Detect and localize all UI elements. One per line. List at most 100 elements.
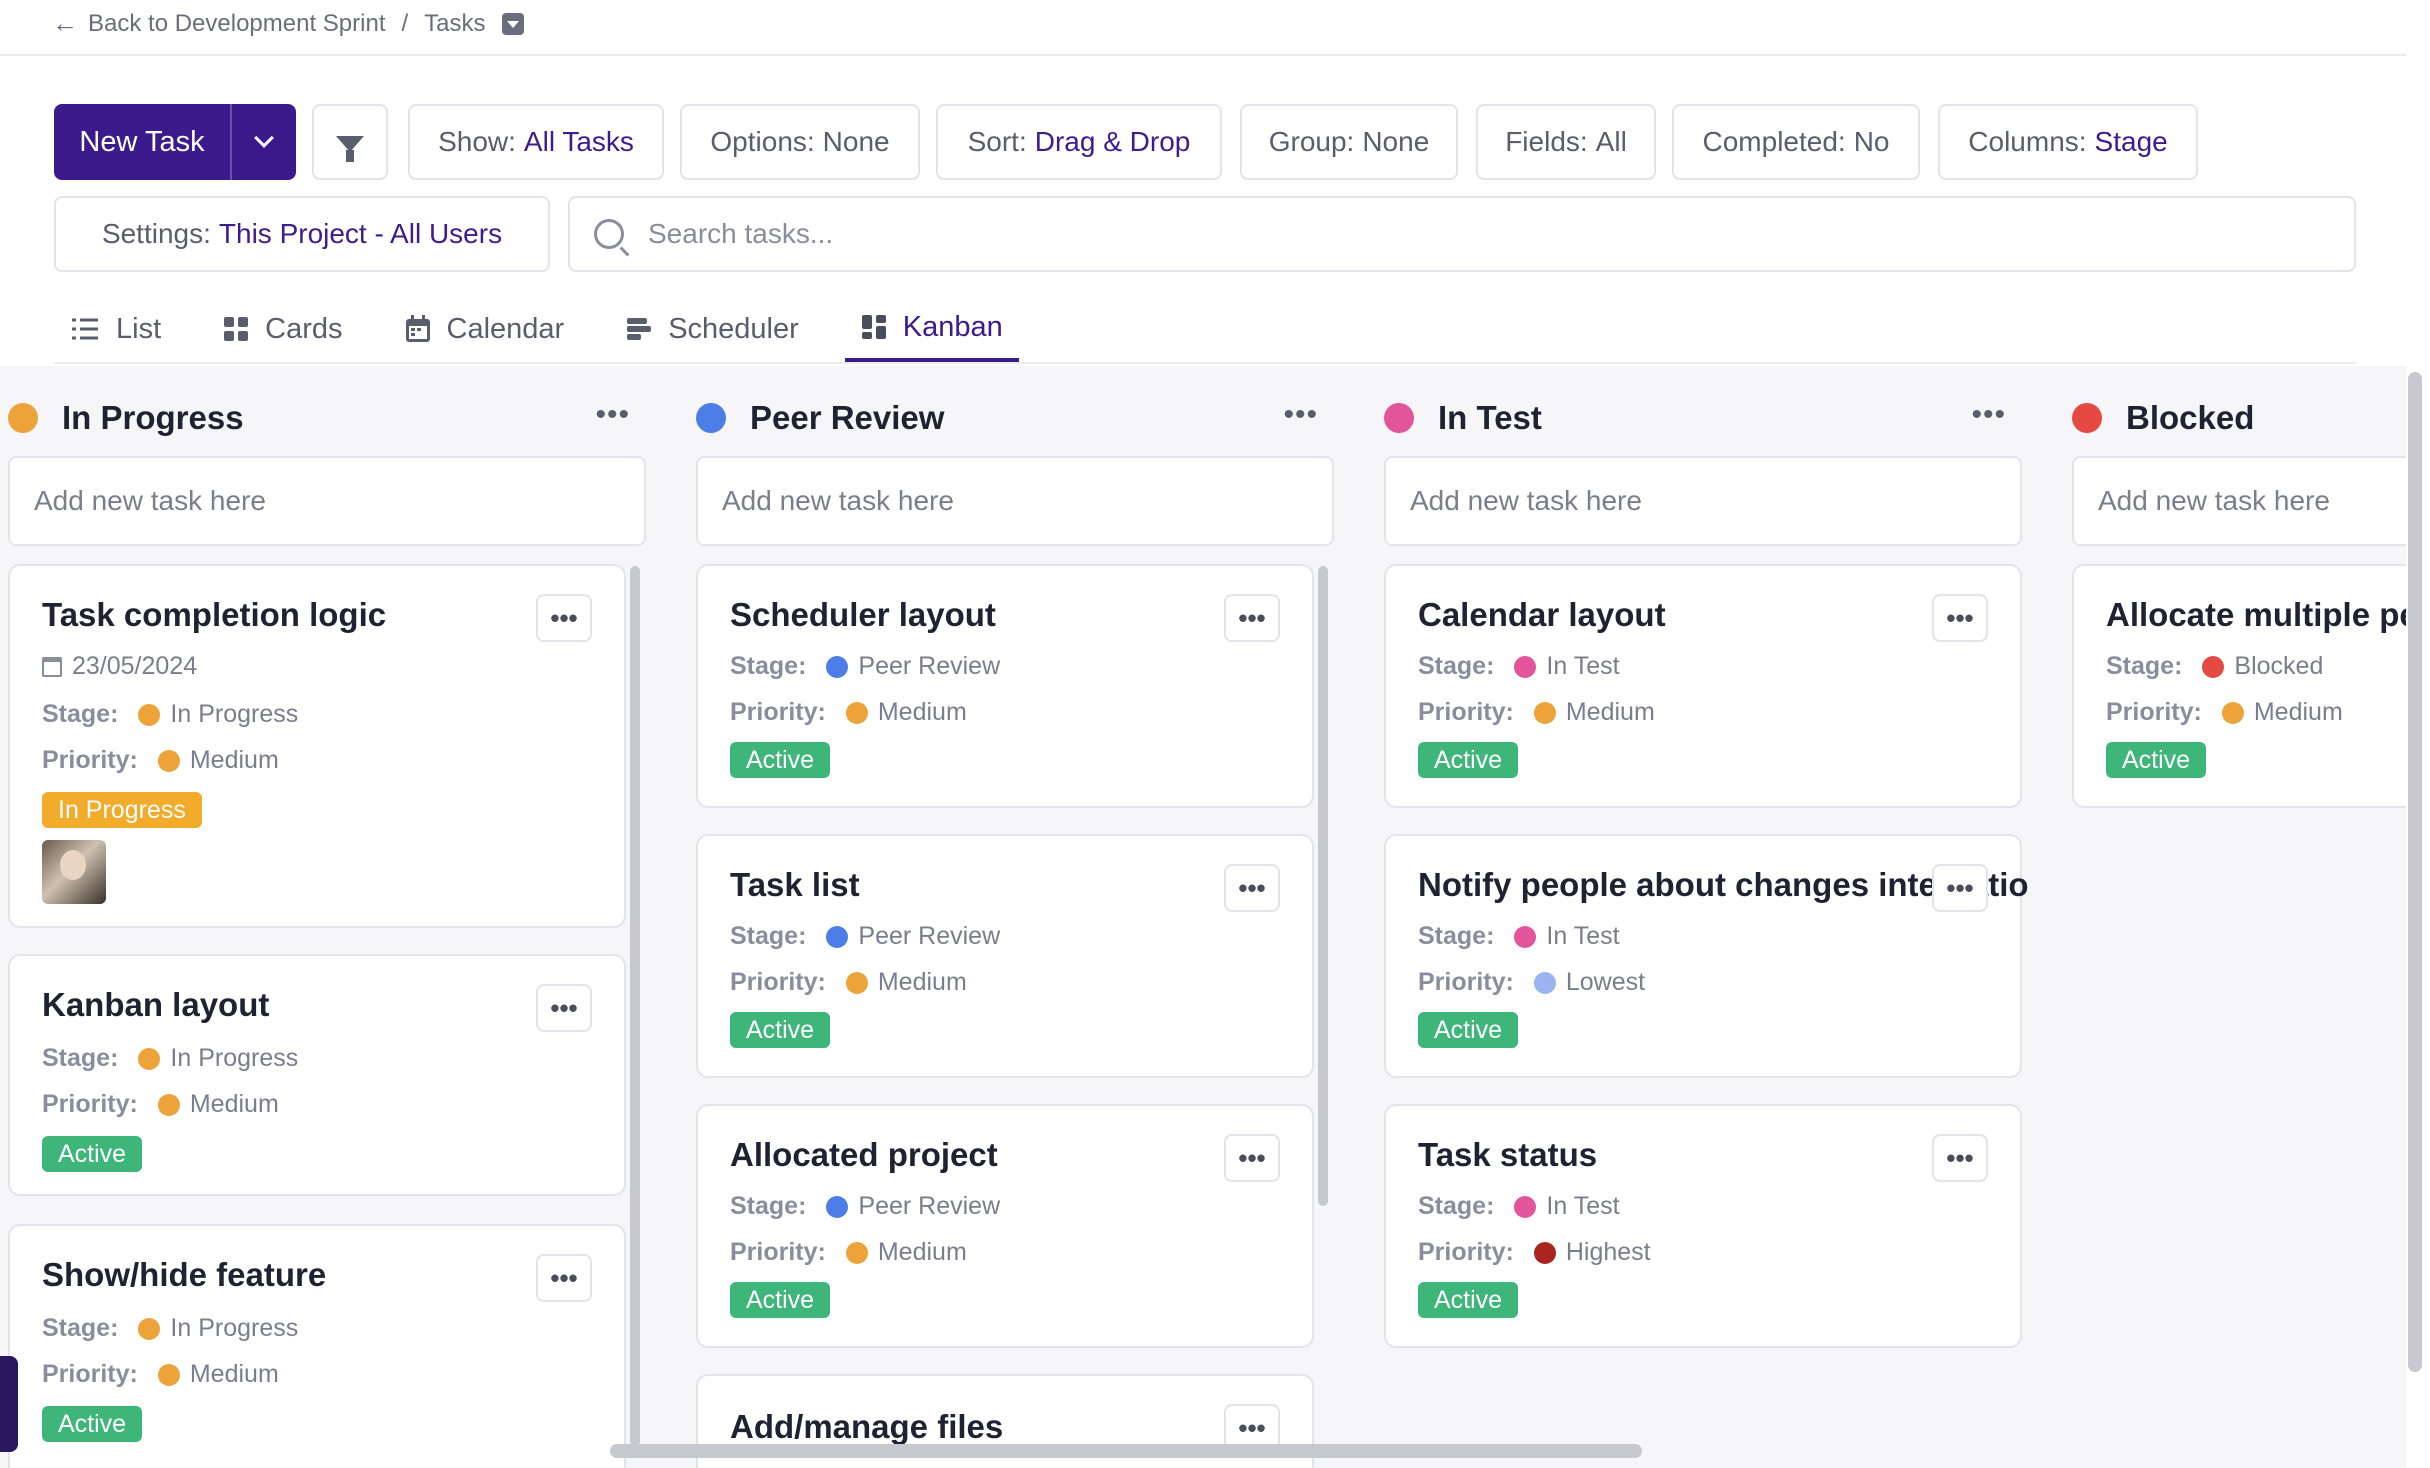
dropdown-toggle-icon[interactable] xyxy=(501,12,524,35)
priority-label: Priority: xyxy=(1418,968,1514,996)
tab-kanban[interactable]: Kanban xyxy=(844,296,1019,362)
stage-dot-icon xyxy=(138,1317,161,1340)
show-button[interactable]: Show: All Tasks xyxy=(408,104,664,180)
search-input[interactable] xyxy=(648,218,2248,250)
task-title[interactable]: Task completion logic xyxy=(42,596,387,633)
stage-row: Stage: In Progress xyxy=(42,1044,298,1073)
stage-dot-icon xyxy=(826,925,849,948)
task-title[interactable]: Task status xyxy=(1418,1136,1598,1173)
columns-button[interactable]: Columns: Stage xyxy=(1938,104,2198,180)
task-title[interactable]: Allocated project xyxy=(730,1136,998,1173)
column-scrollbar[interactable] xyxy=(1318,566,1328,1206)
status-badge: In Progress xyxy=(42,792,202,828)
stage-row: Stage: In Progress xyxy=(42,1314,298,1343)
column-more-icon[interactable]: ••• xyxy=(595,398,630,431)
add-task-input[interactable]: Add new task here xyxy=(696,456,1334,546)
card-menu-button[interactable]: ••• xyxy=(536,984,592,1032)
card-menu-button[interactable]: ••• xyxy=(1224,594,1280,642)
column-scrollbar[interactable] xyxy=(630,566,640,1446)
back-link[interactable]: Back to Development Sprint xyxy=(88,9,386,37)
card-menu-button[interactable]: ••• xyxy=(1932,864,1988,912)
card-menu-button[interactable]: ••• xyxy=(1932,1134,1988,1182)
status-badge: Active xyxy=(42,1406,143,1442)
tab-list[interactable]: List xyxy=(54,296,177,362)
task-title[interactable]: Calendar layout xyxy=(1418,596,1666,633)
back-arrow-icon[interactable]: ← xyxy=(52,8,78,38)
sort-button[interactable]: Sort: Drag & Drop xyxy=(936,104,1222,180)
task-card[interactable]: Kanban layout ••• Stage: In Progress Prio… xyxy=(8,954,626,1196)
priority-row: Priority: Medium xyxy=(1418,698,1655,727)
options-button[interactable]: Options: None xyxy=(680,104,920,180)
task-card[interactable]: Show/hide feature ••• Stage: In Progress … xyxy=(8,1224,626,1468)
page-scrollbar[interactable] xyxy=(2408,372,2422,1372)
settings-button[interactable]: Settings: This Project - All Users xyxy=(54,196,550,272)
status-badge: Active xyxy=(1418,742,1519,778)
priority-row: Priority: Medium xyxy=(42,746,279,775)
tab-calendar[interactable]: Calendar xyxy=(389,296,581,362)
column-title: In Test xyxy=(1438,399,1542,436)
collapse-panel-button[interactable] xyxy=(0,1356,18,1452)
list-icon xyxy=(70,316,100,342)
card-menu-button[interactable]: ••• xyxy=(536,594,592,642)
tab-scheduler[interactable]: Scheduler xyxy=(610,296,815,362)
new-task-split-button: New Task xyxy=(54,104,296,180)
column-more-icon[interactable]: ••• xyxy=(1283,398,1318,431)
task-card[interactable]: Notify people about changes integratio •… xyxy=(1384,834,2029,1078)
card-menu-button[interactable]: ••• xyxy=(536,1254,592,1302)
board-horizontal-scrollbar[interactable] xyxy=(610,1444,1642,1458)
card-menu-button[interactable]: ••• xyxy=(1932,594,1988,642)
stage-dot-icon xyxy=(1514,925,1537,948)
top-bar: ← Back to Development Sprint / Tasks xyxy=(0,0,2430,56)
status-badge: Active xyxy=(730,1012,831,1048)
avatar[interactable] xyxy=(42,840,106,904)
tab-cards[interactable]: Cards xyxy=(207,296,358,362)
group-button[interactable]: Group: None xyxy=(1240,104,1458,180)
new-task-button[interactable]: New Task xyxy=(54,104,232,180)
priority-dot-icon xyxy=(1533,1241,1556,1264)
task-title[interactable]: Add/manage files xyxy=(730,1408,1004,1445)
task-card[interactable]: Allocate multiple pe Stage: Blocked Prior… xyxy=(2072,564,2412,808)
task-title[interactable]: Allocate multiple pe xyxy=(2106,596,2412,633)
priority-dot-icon xyxy=(2221,701,2244,724)
task-title[interactable]: Show/hide feature xyxy=(42,1256,327,1293)
page-scroll-track xyxy=(2406,0,2430,1468)
task-title[interactable]: Notify people about changes integratio xyxy=(1418,866,2029,903)
stage-value: Blocked xyxy=(2234,652,2324,680)
task-card[interactable]: Allocated project ••• Stage: Peer Review … xyxy=(696,1104,1314,1348)
new-task-dropdown-button[interactable] xyxy=(232,104,296,180)
status-badge: Active xyxy=(1418,1282,1519,1318)
priority-row: Priority: Medium xyxy=(2106,698,2343,727)
add-task-input[interactable]: Add new task here xyxy=(2072,456,2412,546)
stage-label: Stage: xyxy=(1418,652,1495,680)
completed-value: No xyxy=(1853,126,1890,157)
task-card[interactable]: Calendar layout ••• Stage: In Test Priori… xyxy=(1384,564,2022,808)
task-card[interactable]: Task status ••• Stage: In Test Priority: H… xyxy=(1384,1104,2022,1348)
task-title[interactable]: Kanban layout xyxy=(42,986,270,1023)
task-card[interactable]: Task completion logic ••• 23/05/2024 Sta… xyxy=(8,564,626,928)
tab-calendar-label: Calendar xyxy=(446,312,565,345)
task-title[interactable]: Scheduler layout xyxy=(730,596,996,633)
filter-button[interactable] xyxy=(312,104,388,180)
priority-value: Medium xyxy=(189,1090,279,1118)
stage-dot-icon xyxy=(696,403,726,433)
column-more-icon[interactable]: ••• xyxy=(1971,398,2006,431)
task-card[interactable]: Task list ••• Stage: Peer Review Priority… xyxy=(696,834,1314,1078)
fields-button[interactable]: Fields: All xyxy=(1476,104,1656,180)
priority-dot-icon xyxy=(845,1241,868,1264)
tab-list-label: List xyxy=(116,312,162,345)
card-menu-button[interactable]: ••• xyxy=(1224,864,1280,912)
task-card[interactable]: Scheduler layout ••• Stage: Peer Review P… xyxy=(696,564,1314,808)
stage-value: Peer Review xyxy=(858,922,1001,950)
task-title[interactable]: Task list xyxy=(730,866,860,903)
tabs-divider xyxy=(54,362,2356,364)
search-box xyxy=(568,196,2356,272)
priority-dot-icon xyxy=(1533,701,1556,724)
add-task-input[interactable]: Add new task here xyxy=(8,456,646,546)
stage-dot-icon xyxy=(138,703,161,726)
completed-button[interactable]: Completed: No xyxy=(1672,104,1920,180)
stage-row: Stage: In Test xyxy=(1418,922,1620,951)
card-menu-button[interactable]: ••• xyxy=(1224,1134,1280,1182)
add-task-input[interactable]: Add new task here xyxy=(1384,456,2022,546)
task-date-value: 23/05/2024 xyxy=(72,652,198,680)
priority-label: Priority: xyxy=(1418,1238,1514,1266)
